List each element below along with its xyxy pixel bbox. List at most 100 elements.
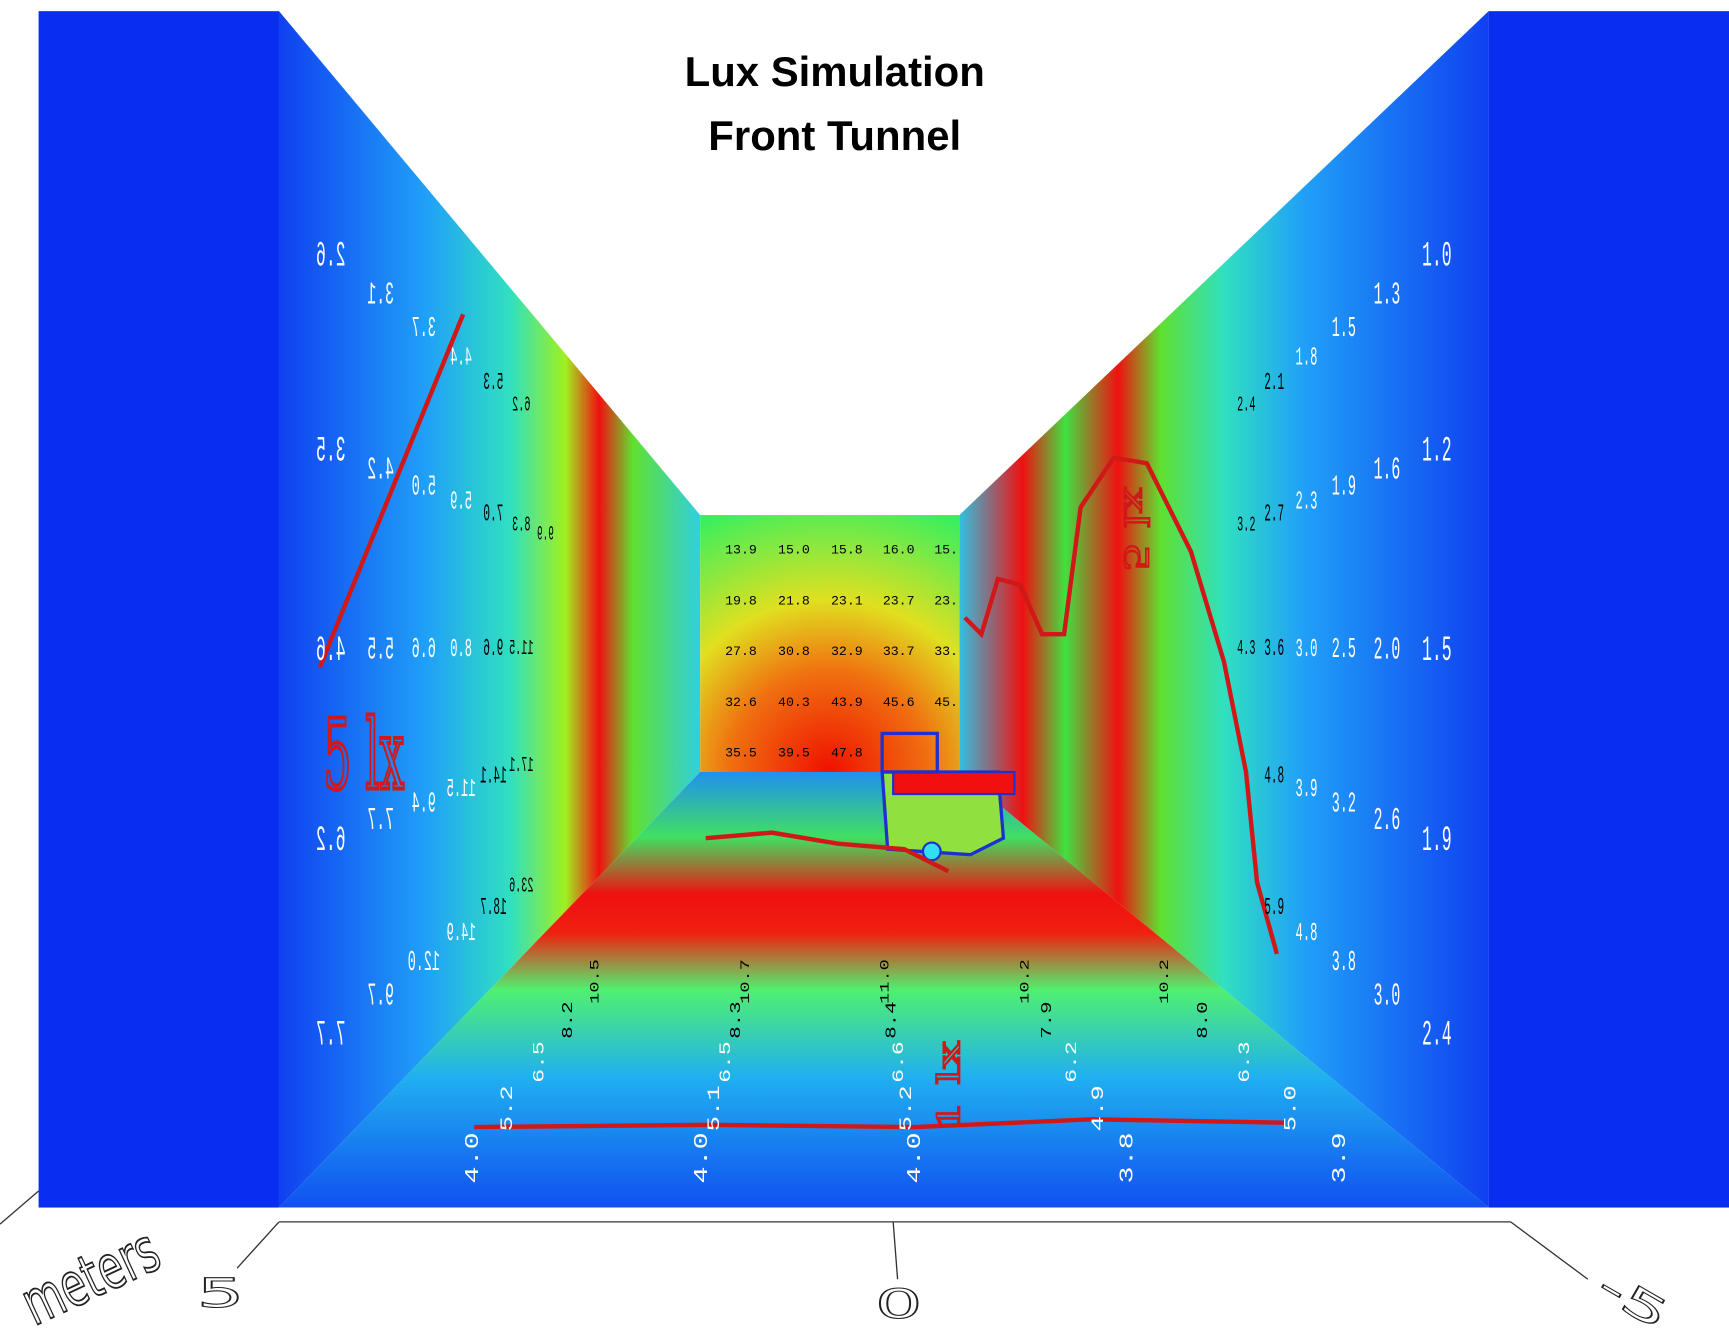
contour-annotation: 5 lx xyxy=(1117,487,1155,572)
right-wall-label: 3.6 xyxy=(1264,636,1284,663)
floor-label: 8.4 xyxy=(884,1001,900,1038)
left-wall-label: 9.6 xyxy=(483,636,503,663)
left-wall-label: 9.4 xyxy=(412,787,436,820)
floor-label: 8.3 xyxy=(729,1001,745,1038)
back-wall-label: 30.8 xyxy=(778,644,810,659)
left-wall xyxy=(278,11,701,1208)
left-wall-label: 3.5 xyxy=(316,432,346,472)
floor-label: 8.2 xyxy=(561,1001,577,1038)
right-wall-label: 1.5 xyxy=(1422,632,1452,672)
left-wall-label: 14.1 xyxy=(480,763,507,790)
back-wall-label: 23. xyxy=(934,593,958,608)
left-wall-label: 11.5 xyxy=(447,776,476,805)
axis-tick-label: -5 xyxy=(1589,1262,1677,1340)
right-wall-label: 3.2 xyxy=(1237,514,1255,538)
left-wall-label: 5.0 xyxy=(412,470,436,503)
right-wall-label: 2.7 xyxy=(1264,501,1284,528)
left-wall-label: 8.0 xyxy=(450,635,472,664)
floor-label: 4.0 xyxy=(692,1132,714,1183)
contour-lines xyxy=(317,313,1285,1130)
back-wall-label: 32.9 xyxy=(831,644,863,659)
floor-label: 7.9 xyxy=(1040,1001,1056,1038)
back-wall-label: 21.8 xyxy=(778,593,810,608)
left-wall-label: 11.5 xyxy=(509,637,533,661)
left-wall-label: 18.7 xyxy=(480,895,507,922)
title-line: Lux Simulation xyxy=(685,48,985,95)
left-wall-label: 23.6 xyxy=(509,875,533,899)
left-wall-label: 6.2 xyxy=(512,394,530,418)
axis-frame xyxy=(0,1190,1589,1280)
right-wall-label: 1.2 xyxy=(1422,432,1452,472)
right-wall-label: 2.3 xyxy=(1296,488,1318,517)
left-wall-label: 4.6 xyxy=(316,632,346,672)
right-wall-label: 2.6 xyxy=(1374,804,1401,840)
right-wall-label: 1.3 xyxy=(1374,278,1401,314)
back-wall-label: 15.0 xyxy=(778,543,810,558)
contour-annotation: 5 lx xyxy=(323,698,404,811)
title-line: Front Tunnel xyxy=(708,112,961,159)
right-wall-label: 1.0 xyxy=(1422,237,1452,277)
left-wall-label: 5.3 xyxy=(483,370,503,397)
floor-label: 6.5 xyxy=(530,1041,549,1083)
back-wall-label: 32.6 xyxy=(725,695,757,710)
back-wall-label: 19.8 xyxy=(725,593,757,608)
floor-label: 3.9 xyxy=(1330,1132,1352,1183)
left-wall-label: 2.6 xyxy=(316,237,346,277)
left-wall-label: 9.9 xyxy=(537,523,554,546)
back-wall-label: 40.3 xyxy=(778,695,810,710)
floor-label: 10.2 xyxy=(1158,959,1172,1004)
left-wall-label: 6.2 xyxy=(316,822,346,862)
right-wall-label: 3.8 xyxy=(1332,945,1356,978)
left-pillar xyxy=(38,11,279,1208)
right-wall-label: 2.1 xyxy=(1264,370,1284,397)
right-wall-label: 3.0 xyxy=(1374,979,1401,1015)
right-wall-label: 4.8 xyxy=(1264,763,1284,790)
left-wall-label: 6.6 xyxy=(412,633,436,666)
left-wall-label: 12.0 xyxy=(408,945,440,978)
floor-label: 6.2 xyxy=(1062,1041,1081,1083)
back-wall-label: 39.5 xyxy=(778,746,810,761)
back-wall-label: 45. xyxy=(934,695,958,710)
left-wall-label: 5.5 xyxy=(367,633,394,669)
floor-label: 5.2 xyxy=(897,1085,917,1131)
back-wall-label: 23.7 xyxy=(883,593,915,608)
right-pillar xyxy=(1488,11,1729,1208)
back-wall-label: 15.8 xyxy=(831,543,863,558)
right-wall-label: 2.4 xyxy=(1422,1016,1452,1056)
floor-label: 5.2 xyxy=(497,1085,517,1131)
back-wall-label: 16.0 xyxy=(883,543,915,558)
floor-label: 5.0 xyxy=(1281,1085,1301,1131)
right-wall-label: 1.5 xyxy=(1332,312,1356,345)
left-wall-label: 5.9 xyxy=(450,488,472,517)
right-wall-label: 3.2 xyxy=(1332,787,1356,820)
back-wall-label: 23.1 xyxy=(831,593,863,608)
right-wall-label: 2.4 xyxy=(1237,394,1255,418)
floor-label: 4.9 xyxy=(1089,1085,1109,1131)
floor-label: 10.5 xyxy=(588,959,602,1004)
axis-tick-label: 5 xyxy=(197,1270,244,1317)
left-wall-label: 14.9 xyxy=(447,919,476,948)
back-wall-label: 27.8 xyxy=(725,644,757,659)
floor-label: 10.7 xyxy=(739,959,753,1004)
vehicle xyxy=(880,731,1016,862)
floor-label: 4.0 xyxy=(463,1132,485,1183)
contour-annotation: 1 lx xyxy=(931,1041,967,1132)
right-wall-label: 3.0 xyxy=(1296,635,1318,664)
right-wall-label: 4.8 xyxy=(1296,919,1318,948)
right-wall-label: 4.3 xyxy=(1237,637,1255,661)
back-wall-label: 33.7 xyxy=(883,644,915,659)
floor-label: 10.2 xyxy=(1018,959,1032,1004)
right-wall-label: 1.8 xyxy=(1296,344,1318,373)
left-wall-label: 17.1 xyxy=(509,754,533,778)
right-wall-label: 5.9 xyxy=(1264,895,1284,922)
back-wall-label: 15. xyxy=(934,543,958,558)
back-wall-label: 13.9 xyxy=(725,543,757,558)
left-wall-label: 8.3 xyxy=(512,514,530,538)
right-wall xyxy=(959,11,1489,1208)
back-wall-label: 45.6 xyxy=(883,695,915,710)
right-wall-label: 1.6 xyxy=(1374,453,1401,489)
left-wall-label: 4.2 xyxy=(367,453,394,489)
back-wall-label: 43.9 xyxy=(831,695,863,710)
right-wall-label: 2.5 xyxy=(1332,633,1356,666)
